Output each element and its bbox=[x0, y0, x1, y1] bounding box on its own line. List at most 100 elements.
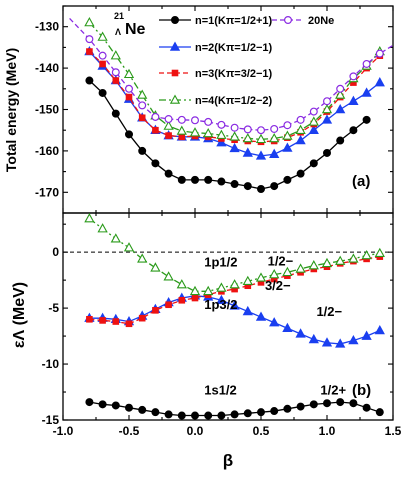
panel-a-data-point bbox=[138, 146, 147, 155]
panel-a-data-point bbox=[242, 132, 253, 143]
panel-a-data-point bbox=[204, 117, 213, 126]
panel-a-data-point bbox=[255, 133, 267, 144]
panel-a-data-point bbox=[270, 124, 279, 133]
panel-a-data-point bbox=[335, 103, 346, 114]
panel-a-data-point bbox=[111, 68, 120, 77]
panel-b-data-point bbox=[374, 324, 385, 335]
panel-b-data-point bbox=[362, 403, 371, 412]
panel-a-data-point bbox=[282, 142, 293, 152]
panel-a-data-point bbox=[138, 101, 147, 110]
panel-b-data-point bbox=[269, 269, 280, 279]
orbital-annotation: 1/2− bbox=[316, 304, 342, 319]
panel-a-data-point bbox=[229, 131, 240, 141]
panel-a-data-point bbox=[151, 159, 160, 168]
panel-a-data-point bbox=[229, 142, 240, 153]
panel-b-data-point bbox=[176, 279, 187, 289]
panel-b-data-point bbox=[269, 317, 280, 327]
panel-a-data-point bbox=[243, 125, 252, 134]
panel-a-data-point bbox=[191, 116, 200, 125]
panel-b-ylabel: εΛ (MeV) bbox=[11, 282, 28, 348]
panel-b-data-point bbox=[84, 213, 95, 223]
panel-a-data-point bbox=[283, 121, 292, 130]
panel-a-data-point bbox=[296, 169, 305, 178]
panel-b-data-point bbox=[361, 249, 372, 260]
panel-a-data-point bbox=[97, 31, 108, 41]
panel-a-data-point bbox=[189, 127, 201, 137]
panel-b-data-point bbox=[123, 242, 135, 252]
panel-a-data-point bbox=[165, 132, 172, 139]
panel-b-ytick-label: -15 bbox=[42, 413, 60, 427]
panel-b-xtick-label: 0.5 bbox=[253, 424, 270, 438]
panel-b-data-point bbox=[308, 260, 319, 270]
panel-b-ytick-label: -10 bbox=[42, 357, 60, 371]
panel-b-data-point bbox=[110, 233, 121, 243]
panel-a-series-1 bbox=[85, 76, 371, 193]
ticks-layer: -170-160-150-140-130-1.0 -0.5 0.0 0.5 1.0 1.5… bbox=[35, 5, 402, 438]
panel-a-data-point bbox=[86, 48, 93, 55]
panel-b-data-point bbox=[112, 318, 120, 325]
panel-a-data-point bbox=[296, 115, 305, 124]
panel-b-data-point bbox=[295, 328, 306, 338]
panel-a-data-point bbox=[176, 125, 187, 135]
panel-a-data-point bbox=[349, 72, 358, 81]
panel-b-data-point bbox=[244, 282, 252, 290]
panel-b-data-point bbox=[178, 296, 186, 304]
legend-marker bbox=[284, 16, 293, 25]
panel-a-data-point bbox=[323, 97, 332, 106]
panel-a-ytick-label: -130 bbox=[35, 20, 59, 34]
panel-b-xtick-label: 0.0 bbox=[187, 424, 204, 438]
panel-a-data-point bbox=[308, 116, 319, 126]
panel-b-data-point bbox=[257, 408, 266, 417]
panel-b-data-point bbox=[283, 404, 292, 413]
legend-entry-1: n=1(Kπ=1/2+1) bbox=[159, 15, 273, 27]
panel-b-label: (b) bbox=[352, 382, 371, 399]
panel-a-data-point bbox=[191, 175, 200, 184]
panel-b-data-point bbox=[270, 407, 279, 416]
panel-a-ytick-label: -170 bbox=[35, 185, 59, 199]
panel-a-data-point bbox=[137, 89, 148, 99]
svg-text:Ne: Ne bbox=[125, 21, 146, 38]
panel-b-data-point bbox=[204, 411, 213, 420]
panel-b-data-point bbox=[242, 275, 253, 286]
panel-a-label: (a) bbox=[352, 173, 370, 190]
panel-a-series-line bbox=[88, 51, 381, 143]
legend-label: n=1(Kπ=1/2+1) bbox=[195, 15, 273, 27]
panel-b-data-point bbox=[361, 330, 372, 340]
panel-b-ytick-label: -5 bbox=[48, 301, 59, 315]
panel-b-data-point bbox=[349, 399, 358, 408]
panel-a-data-point bbox=[110, 50, 121, 60]
panel-a-data-point bbox=[230, 123, 239, 132]
panel-a-data-point bbox=[336, 84, 345, 93]
legend-entry-4: n=4(Kπ=1/2−2) bbox=[159, 94, 273, 107]
legend-entry-5: 20Ne bbox=[272, 15, 334, 27]
legend-label: n=4(Kπ=1/2−2) bbox=[195, 95, 273, 107]
panel-a-data-point bbox=[308, 124, 319, 134]
panel-b-data-point bbox=[163, 271, 174, 281]
orbital-annotation: 1/2− bbox=[268, 254, 294, 269]
panel-a-data-point bbox=[125, 93, 133, 101]
nucleus-label: 21 Λ Ne bbox=[114, 11, 146, 38]
orbital-annotation: 1p3/2 bbox=[204, 297, 237, 312]
panel-a-data-point bbox=[257, 184, 266, 193]
panel-a-data-point bbox=[270, 182, 279, 191]
panel-a-data-point bbox=[230, 180, 239, 189]
panel-a-data-point bbox=[99, 60, 106, 68]
panel-b-data-point bbox=[97, 223, 108, 233]
panel-a-data-point bbox=[362, 59, 371, 68]
panel-b-xtick-label: 1.0 bbox=[319, 424, 336, 438]
panel-b-data-point bbox=[152, 307, 159, 314]
legend-label: n=2(Kπ=1/2−1) bbox=[195, 42, 273, 54]
legend-label: n=3(Kπ=3/2−1) bbox=[195, 68, 273, 80]
panel-a-data-point bbox=[269, 148, 280, 158]
panel-b-series-4 bbox=[84, 213, 385, 296]
panel-b-data-point bbox=[85, 398, 94, 407]
panel-b-data-point bbox=[191, 294, 199, 302]
panel-b-data-point bbox=[231, 285, 238, 293]
panel-b-data-point bbox=[270, 275, 278, 283]
legend-entry-2: n=2(Kπ=1/2−1) bbox=[159, 41, 273, 54]
panel-b-data-point bbox=[98, 400, 107, 409]
panel-b-data-point bbox=[282, 322, 293, 332]
panel-a-data-point bbox=[374, 77, 385, 87]
panel-b-data-point bbox=[375, 408, 384, 417]
panel-b-data-point bbox=[243, 409, 252, 418]
